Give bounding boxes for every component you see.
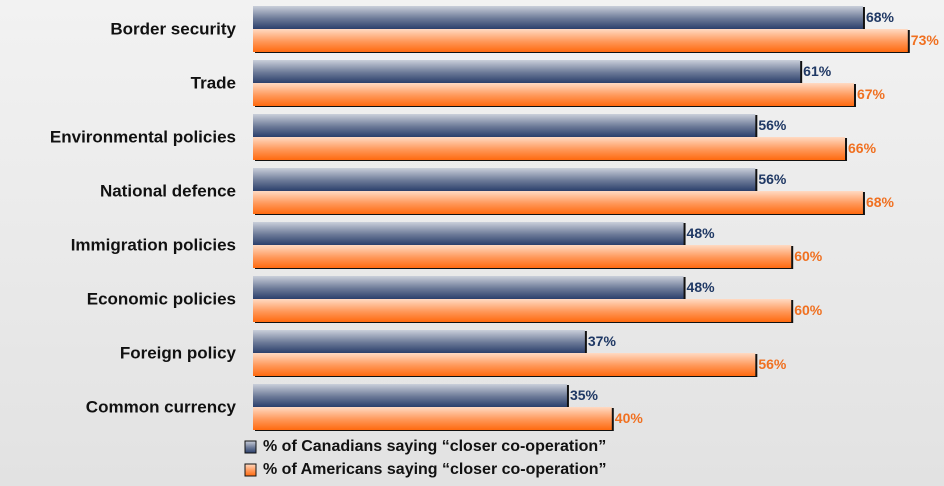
bar	[253, 299, 792, 322]
category-label: Environmental policies	[50, 127, 236, 146]
category-label: Economic policies	[87, 289, 236, 308]
category-label: Trade	[191, 73, 236, 92]
value-label: 68%	[866, 9, 895, 25]
legend-swatch	[244, 463, 257, 477]
bar	[253, 137, 846, 160]
value-label: 56%	[758, 356, 787, 372]
bar	[253, 330, 585, 353]
legend-label: % of Americans saying “closer co-operati…	[263, 461, 607, 478]
bar	[253, 276, 684, 299]
category-label: Common currency	[86, 397, 237, 416]
value-label: 67%	[857, 86, 886, 102]
legend-label: % of Canadians saying “closer co-operati…	[263, 438, 606, 455]
value-label: 48%	[687, 225, 716, 241]
value-label: 56%	[758, 171, 787, 187]
bar	[253, 245, 792, 268]
value-label: 40%	[615, 410, 644, 426]
value-label: 56%	[758, 117, 787, 133]
bar	[253, 60, 801, 83]
value-label: 60%	[794, 248, 823, 264]
bar	[253, 114, 756, 137]
bar	[253, 407, 612, 430]
value-label: 66%	[848, 140, 877, 156]
value-label: 61%	[803, 63, 832, 79]
category-label: Foreign policy	[120, 343, 237, 362]
bar	[253, 384, 567, 407]
bar	[253, 168, 756, 191]
value-label: 48%	[687, 279, 716, 295]
bar	[253, 6, 863, 29]
bar	[253, 353, 756, 376]
value-label: 60%	[794, 302, 823, 318]
bar	[253, 29, 908, 52]
bar	[253, 222, 684, 245]
category-label: National defence	[100, 181, 236, 200]
bar	[253, 83, 854, 106]
category-label: Border security	[110, 19, 236, 38]
value-label: 68%	[866, 194, 895, 210]
bar	[253, 191, 863, 214]
category-label: Immigration policies	[71, 235, 236, 254]
value-label: 35%	[570, 387, 599, 403]
value-label: 37%	[588, 333, 617, 349]
value-label: 73%	[911, 32, 940, 48]
legend-swatch	[244, 440, 257, 454]
